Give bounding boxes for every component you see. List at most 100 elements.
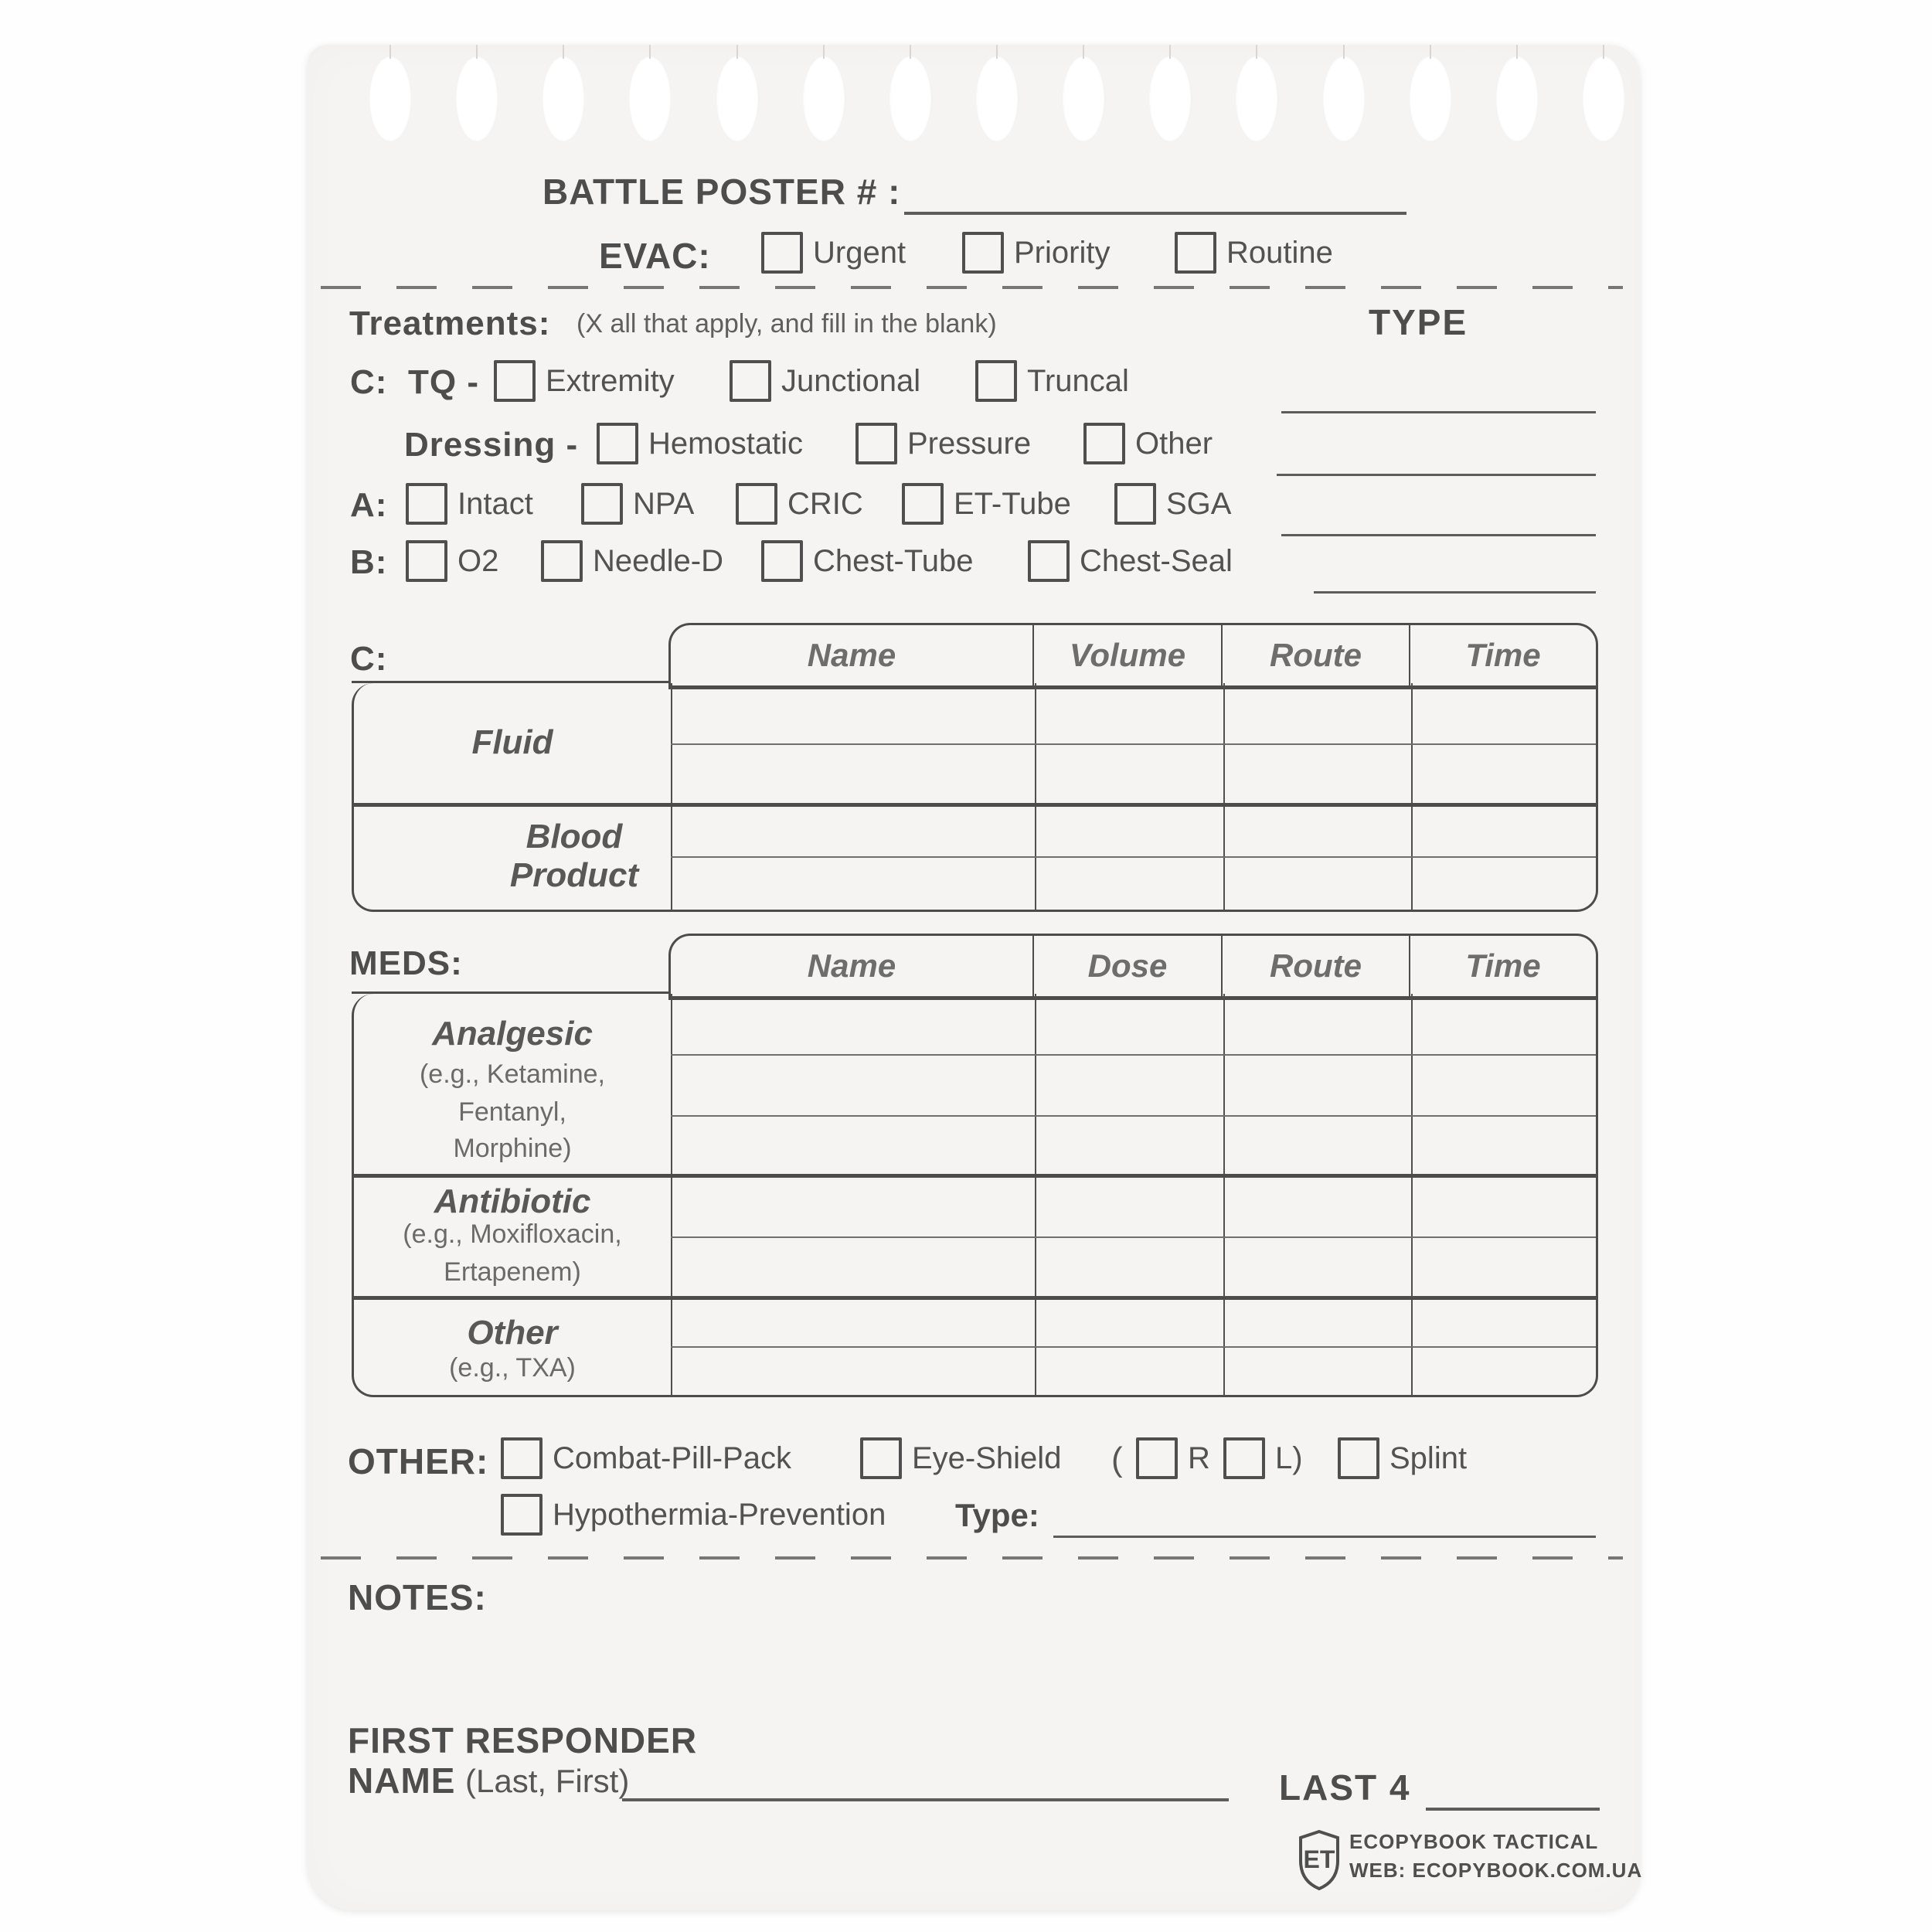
hypothermia-type-blank-line[interactable] bbox=[1053, 1536, 1596, 1538]
airway-sga-checkbox[interactable] bbox=[1114, 483, 1156, 525]
tq-label: TQ - bbox=[408, 363, 479, 401]
evac-priority-checkbox[interactable] bbox=[962, 232, 1004, 274]
circulation-vline-volume bbox=[1035, 683, 1036, 910]
notes-blank-area[interactable] bbox=[348, 1621, 1596, 1714]
breathing-needle-d-checkbox[interactable] bbox=[541, 540, 583, 582]
circulation-group-blood-product-label: Blood Product bbox=[509, 818, 639, 894]
responder-name-label: NAME bbox=[348, 1760, 456, 1801]
circulation-col-name: Name bbox=[671, 625, 1034, 685]
meds-group-antibiotic-label: Antibiotic bbox=[434, 1182, 591, 1220]
breathing-chest-seal-checkbox[interactable] bbox=[1028, 540, 1070, 582]
first-responder-label: FIRST RESPONDER bbox=[348, 1720, 698, 1760]
evac-routine-checkbox[interactable] bbox=[1175, 232, 1216, 274]
circulation-col-route: Route bbox=[1223, 625, 1410, 685]
other-combat-pill-pack-label: Combat-Pill-Pack bbox=[553, 1440, 791, 1475]
breathing-o2-checkbox[interactable] bbox=[406, 540, 447, 582]
tq-truncal-label: Truncal bbox=[1027, 363, 1129, 398]
tq-junctional-label: Junctional bbox=[781, 363, 921, 398]
other-hypothermia-option: Hypothermia-Prevention bbox=[501, 1494, 886, 1536]
breathing-type-blank-line[interactable] bbox=[1314, 591, 1596, 594]
dressing-pressure-label: Pressure bbox=[907, 426, 1032, 461]
other-splint-label: Splint bbox=[1389, 1440, 1468, 1475]
airway-npa-label: NPA bbox=[633, 486, 695, 521]
meds-group-other-label: Other bbox=[467, 1314, 558, 1352]
eye-shield-right-checkbox[interactable] bbox=[1136, 1437, 1178, 1479]
breathing-chest-tube-option: Chest-Tube bbox=[761, 540, 974, 582]
meds-vline-time bbox=[1411, 994, 1413, 1395]
meds-label-col-top-border bbox=[352, 992, 671, 994]
other-combat-pill-pack-checkbox[interactable] bbox=[501, 1437, 543, 1479]
evac-urgent-checkbox[interactable] bbox=[761, 232, 803, 274]
meds-col-name: Name bbox=[671, 936, 1034, 996]
airway-npa-checkbox[interactable] bbox=[581, 483, 623, 525]
other-eye-shield-option: Eye-Shield bbox=[860, 1437, 1061, 1479]
spiral-hole-slit bbox=[1602, 45, 1604, 59]
spiral-hole bbox=[975, 56, 1019, 142]
airway-type-blank-line[interactable] bbox=[1281, 534, 1596, 536]
circulation-label-col-top-border bbox=[352, 681, 671, 683]
airway-cric-label: CRIC bbox=[787, 486, 863, 521]
spiral-hole bbox=[1148, 56, 1192, 142]
spiral-hole-slit bbox=[736, 45, 738, 59]
airway-intact-checkbox[interactable] bbox=[406, 483, 447, 525]
eye-shield-right-label: R bbox=[1188, 1440, 1210, 1475]
meds-antibiotic-row-divider bbox=[671, 1236, 1596, 1238]
spiral-hole bbox=[888, 56, 932, 142]
other-hypothermia-checkbox[interactable] bbox=[501, 1494, 543, 1536]
airway-cric-checkbox[interactable] bbox=[736, 483, 777, 525]
eye-shield-left-label: L) bbox=[1275, 1440, 1303, 1475]
ecopybook-monogram: ET bbox=[1304, 1845, 1335, 1873]
tq-truncal-option: Truncal bbox=[975, 360, 1129, 402]
airway-et-tube-checkbox[interactable] bbox=[902, 483, 944, 525]
other-eye-shield-checkbox[interactable] bbox=[860, 1437, 902, 1479]
breathing-chest-seal-option: Chest-Seal bbox=[1028, 540, 1233, 582]
tq-truncal-checkbox[interactable] bbox=[975, 360, 1017, 402]
spiral-hole-slit bbox=[909, 45, 911, 59]
section-divider-dashed-top bbox=[321, 286, 1623, 289]
dressing-pressure-checkbox[interactable] bbox=[855, 423, 897, 464]
circulation-label-col-divider bbox=[671, 683, 672, 910]
ecopybook-logo-text: ECOPYBOOK TACTICAL WEB: ECOPYBOOK.COM.UA bbox=[1349, 1830, 1642, 1883]
evac-urgent-option: Urgent bbox=[761, 232, 906, 274]
meds-table-label: MEDS: bbox=[349, 944, 463, 982]
breathing-row-prefix: B: bbox=[350, 543, 388, 581]
tq-extremity-label: Extremity bbox=[546, 363, 675, 398]
battle-poster-blank-line[interactable] bbox=[904, 212, 1406, 215]
tq-type-blank-line[interactable] bbox=[1281, 411, 1596, 413]
tq-junctional-checkbox[interactable] bbox=[730, 360, 771, 402]
tq-extremity-option: Extremity bbox=[494, 360, 675, 402]
eye-shield-left-checkbox[interactable] bbox=[1223, 1437, 1265, 1479]
spiral-hole bbox=[542, 56, 586, 142]
last4-label: LAST 4 bbox=[1279, 1767, 1411, 1808]
dressing-other-checkbox[interactable] bbox=[1083, 423, 1125, 464]
eye-shield-left-option: L) bbox=[1223, 1437, 1303, 1479]
spiral-hole bbox=[1495, 56, 1539, 142]
circulation-fluid-row-divider bbox=[671, 743, 1596, 745]
other-splint-checkbox[interactable] bbox=[1338, 1437, 1379, 1479]
meds-other-example-1: (e.g., TXA) bbox=[449, 1353, 576, 1383]
airway-intact-label: Intact bbox=[457, 486, 533, 521]
spiral-hole bbox=[1581, 56, 1625, 142]
spiral-hole-slit bbox=[389, 45, 391, 59]
dressing-hemostatic-checkbox[interactable] bbox=[597, 423, 638, 464]
battle-poster-label: BATTLE POSTER # : bbox=[543, 172, 901, 212]
last4-blank-line[interactable] bbox=[1426, 1808, 1600, 1811]
airway-row-prefix: A: bbox=[350, 486, 388, 524]
tq-extremity-checkbox[interactable] bbox=[494, 360, 536, 402]
responder-name-blank-line[interactable] bbox=[622, 1798, 1229, 1801]
evac-priority-label: Priority bbox=[1014, 235, 1111, 270]
spiral-hole-slit bbox=[1515, 45, 1518, 59]
dressing-type-blank-line[interactable] bbox=[1277, 474, 1596, 476]
meds-analgesic-row-divider-2 bbox=[671, 1115, 1596, 1117]
type-column-header: TYPE bbox=[1369, 302, 1468, 342]
airway-npa-option: NPA bbox=[581, 483, 694, 525]
breathing-chest-seal-label: Chest-Seal bbox=[1080, 543, 1233, 578]
breathing-chest-tube-checkbox[interactable] bbox=[761, 540, 803, 582]
other-splint-option: Splint bbox=[1338, 1437, 1467, 1479]
circulation-col-volume: Volume bbox=[1034, 625, 1223, 685]
meds-group-analgesic-label: Analgesic bbox=[432, 1015, 593, 1053]
meds-col-route: Route bbox=[1223, 936, 1410, 996]
airway-et-tube-option: ET-Tube bbox=[902, 483, 1071, 525]
tccc-card-page: BATTLE POSTER # : EVAC: Urgent Priority … bbox=[308, 45, 1642, 1910]
meds-table-body: Analgesic (e.g., Ketamine, Fentanyl, Mor… bbox=[352, 992, 1598, 1397]
